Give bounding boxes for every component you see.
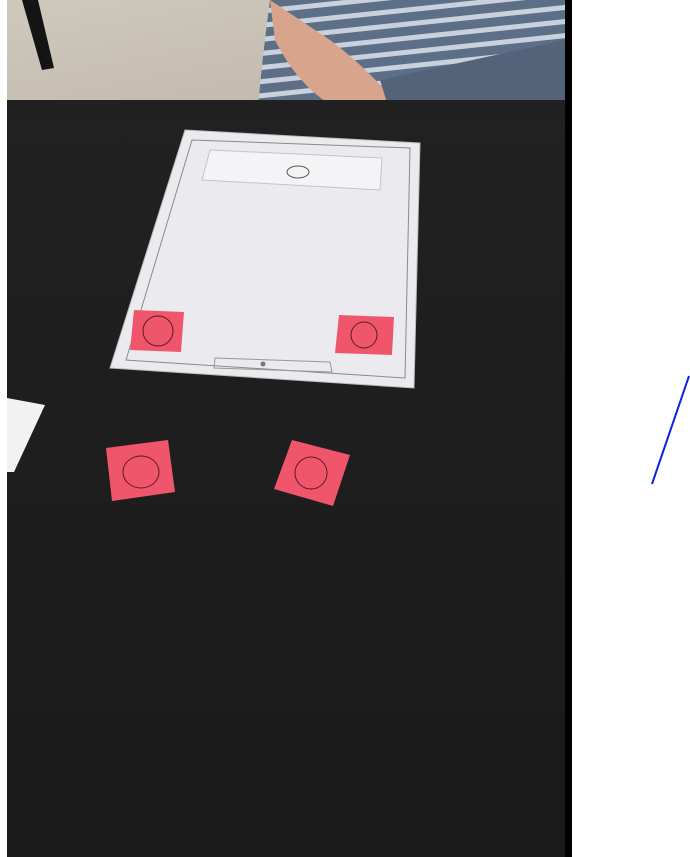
paper-corner xyxy=(7,398,45,472)
sticky-note xyxy=(274,440,350,506)
arm xyxy=(270,0,400,110)
sticky-drawing xyxy=(122,455,160,489)
home-dot xyxy=(260,361,266,367)
sticky-note xyxy=(335,315,394,355)
sticky-drawing xyxy=(350,321,378,349)
border xyxy=(565,0,572,857)
tablet-outline xyxy=(125,139,411,379)
strip-icon xyxy=(286,165,310,179)
table xyxy=(7,0,565,857)
pen-stroke xyxy=(651,375,690,485)
sticky-note xyxy=(130,310,184,352)
jeans xyxy=(380,40,565,115)
sticky-drawing xyxy=(142,315,174,347)
photo xyxy=(7,0,565,857)
sticky-note xyxy=(106,440,175,501)
sticky-drawing xyxy=(294,456,328,490)
chair-leg xyxy=(22,0,54,70)
paper-strip xyxy=(201,149,383,191)
table-edge xyxy=(7,100,565,118)
tablet-bar xyxy=(213,357,333,373)
